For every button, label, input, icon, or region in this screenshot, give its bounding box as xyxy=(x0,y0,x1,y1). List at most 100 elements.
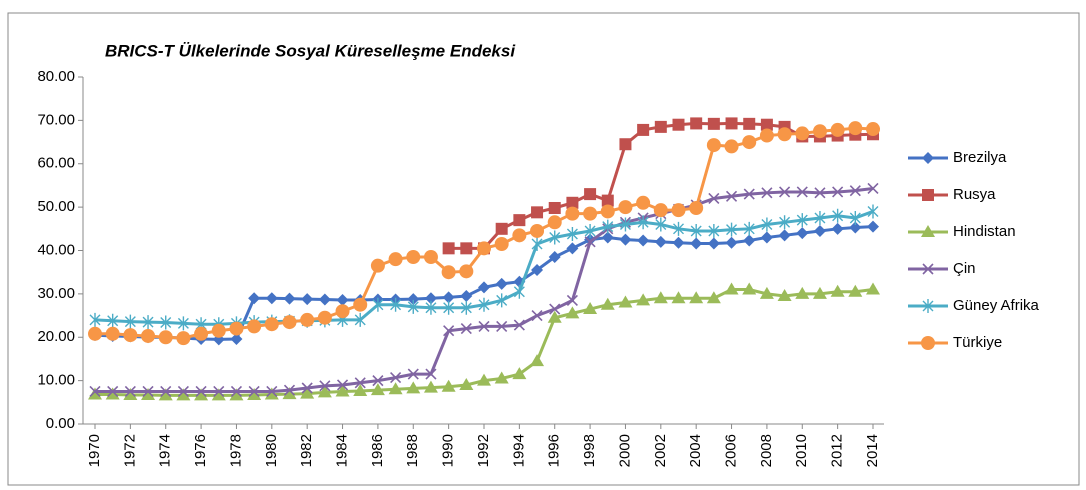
data-point xyxy=(654,235,667,248)
data-point xyxy=(584,236,596,248)
data-point xyxy=(706,291,721,304)
legend-label: Hindistan xyxy=(953,223,1016,240)
data-point xyxy=(107,385,119,398)
data-point xyxy=(619,138,632,151)
data-point xyxy=(496,320,508,332)
data-point xyxy=(442,291,455,304)
data-point xyxy=(812,124,827,139)
legend-label: Rusya xyxy=(953,186,996,203)
data-point xyxy=(637,234,650,247)
legend-label: Türkiye xyxy=(953,334,1002,351)
data-point xyxy=(583,302,598,315)
data-point xyxy=(265,292,278,305)
data-point xyxy=(158,388,173,401)
data-point xyxy=(655,217,667,232)
data-point xyxy=(673,221,684,236)
y-tick-label: 50.00 xyxy=(37,198,75,215)
data-point xyxy=(105,387,120,400)
data-point xyxy=(796,186,808,198)
data-point xyxy=(388,252,403,267)
data-point xyxy=(743,234,756,247)
data-point xyxy=(354,312,366,327)
data-point xyxy=(283,292,296,305)
data-point xyxy=(89,312,101,327)
legend-marker xyxy=(922,189,934,201)
data-point xyxy=(832,186,844,198)
data-point xyxy=(88,326,102,341)
data-point xyxy=(690,117,703,130)
data-point xyxy=(124,385,136,398)
data-point xyxy=(849,185,861,197)
data-point xyxy=(759,128,774,143)
data-point xyxy=(706,138,721,153)
data-point xyxy=(301,293,314,306)
data-point xyxy=(760,231,773,244)
data-point xyxy=(460,323,472,335)
data-point xyxy=(441,379,456,392)
data-point xyxy=(513,319,525,331)
data-point xyxy=(531,236,543,251)
data-point xyxy=(406,250,421,265)
data-point xyxy=(319,380,331,392)
y-tick-label: 0.00 xyxy=(46,415,75,432)
data-point xyxy=(548,251,561,264)
data-point xyxy=(795,126,810,141)
data-point xyxy=(248,385,260,398)
data-point xyxy=(777,127,792,142)
data-point xyxy=(318,293,331,306)
x-tick-label: 2012 xyxy=(829,434,846,467)
data-point xyxy=(584,223,596,238)
data-point xyxy=(725,117,738,130)
y-tick-label: 70.00 xyxy=(37,111,75,128)
data-point xyxy=(495,222,508,235)
data-point xyxy=(672,118,685,131)
x-tick-label: 1980 xyxy=(263,434,280,467)
chart-frame xyxy=(7,12,1080,486)
data-point xyxy=(247,319,262,334)
data-point xyxy=(600,204,615,219)
data-point xyxy=(211,323,226,338)
data-point xyxy=(105,326,120,341)
data-point xyxy=(619,233,632,246)
data-point xyxy=(230,332,243,345)
y-tick-label: 40.00 xyxy=(37,241,75,258)
data-point xyxy=(477,241,491,256)
data-point xyxy=(759,286,774,299)
data-point xyxy=(194,388,209,401)
data-point xyxy=(724,139,739,154)
data-point xyxy=(211,388,226,401)
data-point xyxy=(176,331,191,346)
data-point xyxy=(600,297,615,310)
data-point xyxy=(336,293,349,306)
data-point xyxy=(300,386,315,399)
data-point xyxy=(264,387,279,400)
legend-label: Çin xyxy=(953,260,976,277)
data-point xyxy=(831,222,844,235)
data-point xyxy=(248,292,261,305)
data-point xyxy=(761,187,773,199)
data-point xyxy=(867,204,879,219)
x-tick-label: 1994 xyxy=(510,434,527,467)
data-point xyxy=(123,328,138,343)
data-point xyxy=(388,382,403,395)
data-point xyxy=(441,265,456,280)
data-point xyxy=(264,317,279,332)
data-point xyxy=(830,122,845,137)
data-point xyxy=(566,294,578,306)
data-point xyxy=(707,237,720,250)
data-point xyxy=(123,387,138,400)
x-tick-label: 2014 xyxy=(864,434,881,467)
legend-marker xyxy=(922,263,934,275)
data-point xyxy=(282,387,297,400)
x-tick-label: 1974 xyxy=(157,434,174,467)
data-point xyxy=(423,380,438,393)
data-point xyxy=(195,385,207,398)
x-tick-label: 1992 xyxy=(475,434,492,467)
data-point xyxy=(848,284,863,297)
data-point xyxy=(354,377,366,389)
data-point xyxy=(124,314,136,329)
x-tick-label: 1986 xyxy=(369,434,386,467)
data-point xyxy=(230,385,243,398)
data-point xyxy=(743,117,756,130)
